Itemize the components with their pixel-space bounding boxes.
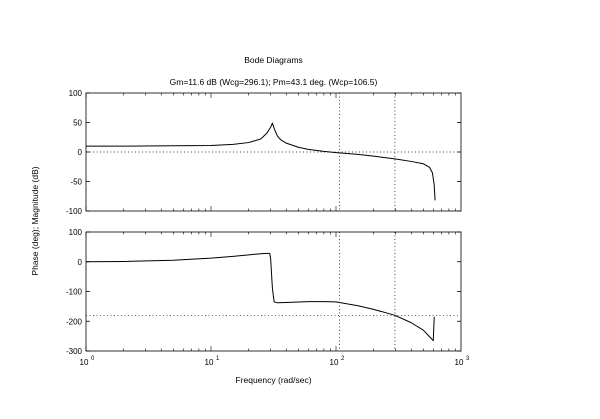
x-tick-label: 10 xyxy=(455,358,464,367)
phase-y-tick-label: -200 xyxy=(66,317,83,326)
phase-y-tick-label: 0 xyxy=(78,258,83,267)
x-tick-label-exponent: 2 xyxy=(341,356,345,362)
x-tick-label-exponent: 1 xyxy=(216,356,220,362)
magnitude-curve xyxy=(86,122,436,201)
phase-y-tick-label: 100 xyxy=(69,228,83,237)
magnitude-y-tick-label: 0 xyxy=(78,148,83,157)
phase-y-tick-label: -300 xyxy=(66,347,83,356)
chart-title: Bode Diagrams xyxy=(244,55,303,65)
magnitude-y-tick-label: 50 xyxy=(73,119,82,128)
x-tick-label: 10 xyxy=(330,358,339,367)
x-tick-label: 10 xyxy=(80,358,89,367)
phase-panel: -300 -200 -100 0 100 xyxy=(66,228,462,356)
phase-y-tick-label: -100 xyxy=(66,288,83,297)
x-tick-label-exponent: 0 xyxy=(91,356,95,362)
x-tick-label-exponent: 3 xyxy=(466,356,470,362)
phase-curve xyxy=(85,252,435,342)
y-axis-title: Phase (deg); Magnitude (dB) xyxy=(30,166,40,275)
x-tick-label: 10 xyxy=(205,358,214,367)
magnitude-y-tick-label: -100 xyxy=(66,207,83,216)
magnitude-y-tick-label: -50 xyxy=(70,178,82,187)
x-tick-labels: 10 0 10 1 10 2 10 3 xyxy=(80,356,470,367)
phase-frame xyxy=(85,231,462,352)
magnitude-y-tick-label: 100 xyxy=(69,89,83,98)
magnitude-panel: -100 -50 0 50 100 xyxy=(66,89,462,216)
x-axis-title: Frequency (rad/sec) xyxy=(235,375,311,385)
chart-subtitle: Gm=11.6 dB (Wcg=296.1); Pm=43.1 deg. (Wc… xyxy=(170,77,378,87)
